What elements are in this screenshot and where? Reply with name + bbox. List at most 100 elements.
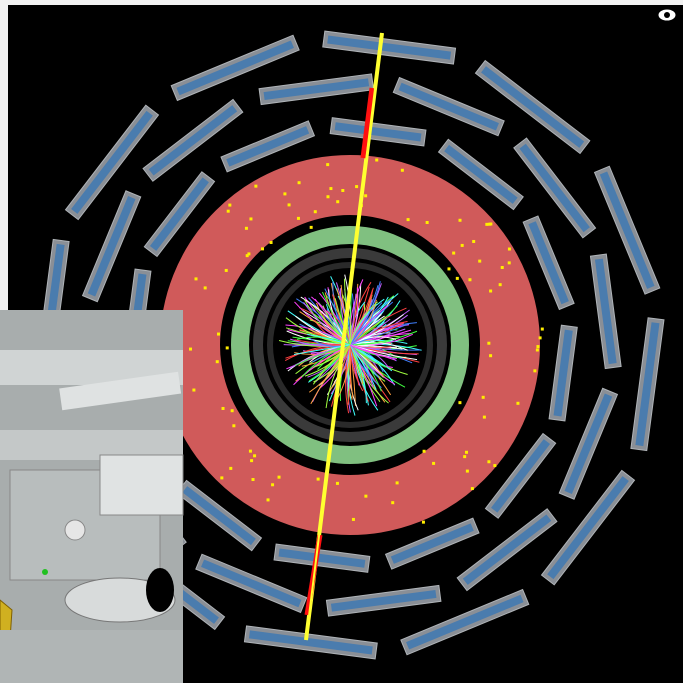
chamber: [522, 215, 575, 311]
track: [307, 333, 351, 346]
hit: [481, 395, 485, 399]
hit: [516, 401, 520, 405]
hit: [287, 203, 291, 207]
chamber: [484, 432, 557, 519]
hit: [224, 268, 228, 272]
hit: [249, 217, 253, 221]
chamber-inner: [226, 126, 310, 167]
hit: [253, 454, 257, 458]
hit: [226, 209, 230, 213]
chamber-inner: [491, 439, 551, 513]
chamber: [142, 98, 244, 182]
hit: [326, 195, 330, 199]
chamber: [456, 508, 558, 592]
hit: [336, 200, 340, 204]
hit: [406, 218, 410, 222]
chamber-inner: [481, 66, 585, 148]
hit: [254, 184, 258, 188]
eye-icon[interactable]: [657, 8, 677, 22]
track: [293, 344, 351, 355]
chamber: [630, 317, 665, 452]
track: [313, 344, 351, 383]
chamber-inner: [149, 177, 209, 251]
chamber-inner: [398, 82, 499, 131]
chamber: [143, 171, 216, 258]
hit: [225, 346, 229, 350]
hit: [364, 194, 368, 198]
track: [294, 339, 351, 346]
chamber-inner: [327, 35, 452, 60]
hit: [421, 520, 425, 524]
hit: [250, 459, 254, 463]
hit: [245, 254, 249, 258]
hit: [485, 222, 489, 226]
hit: [498, 283, 502, 287]
chamber-inner: [148, 105, 238, 176]
hit: [364, 494, 368, 498]
hit: [251, 478, 255, 482]
track: [322, 291, 351, 346]
chamber-inner: [594, 258, 617, 365]
hit: [500, 265, 504, 269]
inset-3d-view: [0, 310, 184, 683]
chamber: [392, 76, 505, 137]
hit: [487, 460, 491, 464]
chamber-inner: [87, 196, 136, 297]
hit: [538, 336, 542, 340]
chamber-inner: [330, 589, 437, 612]
solenoid-ring: [253, 248, 447, 442]
hit: [465, 469, 469, 473]
tracker-ring: [267, 262, 433, 428]
hit: [355, 185, 359, 189]
chamber-inner: [390, 523, 474, 564]
chamber-inner: [263, 78, 370, 101]
track: [299, 311, 351, 346]
hit: [463, 455, 467, 459]
hit: [478, 259, 482, 263]
hit: [297, 181, 301, 185]
hit: [326, 163, 330, 167]
hit: [296, 216, 300, 220]
hit: [335, 481, 339, 485]
chamber-inner: [528, 221, 569, 305]
chamber-inner: [182, 486, 256, 546]
hit: [351, 517, 355, 521]
chamber-inner: [248, 630, 373, 655]
chamber-inner: [547, 476, 629, 580]
hit: [194, 277, 198, 281]
chamber-inner: [564, 393, 613, 494]
track: [325, 344, 351, 409]
hit: [458, 218, 462, 222]
chamber: [384, 517, 480, 570]
top-strip: [0, 0, 683, 5]
chamber: [513, 137, 597, 239]
chamber-inner: [462, 514, 552, 585]
track: [349, 318, 391, 346]
chamber: [558, 387, 619, 500]
hit: [458, 401, 462, 405]
chamber-inner: [553, 329, 573, 417]
hit: [487, 341, 491, 345]
track: [342, 294, 352, 346]
chamber-inner: [71, 110, 153, 214]
hit: [221, 406, 225, 410]
chamber: [593, 165, 661, 295]
hit: [203, 286, 207, 290]
chamber-inner: [444, 144, 518, 204]
chamber: [322, 30, 457, 65]
hit: [395, 481, 399, 485]
chamber-inner: [519, 143, 590, 233]
chamber: [437, 138, 524, 211]
track: [349, 330, 418, 346]
track: [330, 344, 351, 395]
chamber-inner: [599, 171, 655, 289]
hit: [375, 158, 379, 162]
hit: [216, 332, 220, 336]
track: [313, 344, 351, 368]
chamber: [170, 34, 300, 102]
track: [349, 322, 410, 346]
chamber: [243, 625, 378, 660]
track: [349, 344, 367, 404]
hit: [540, 327, 544, 331]
hit: [455, 276, 459, 280]
